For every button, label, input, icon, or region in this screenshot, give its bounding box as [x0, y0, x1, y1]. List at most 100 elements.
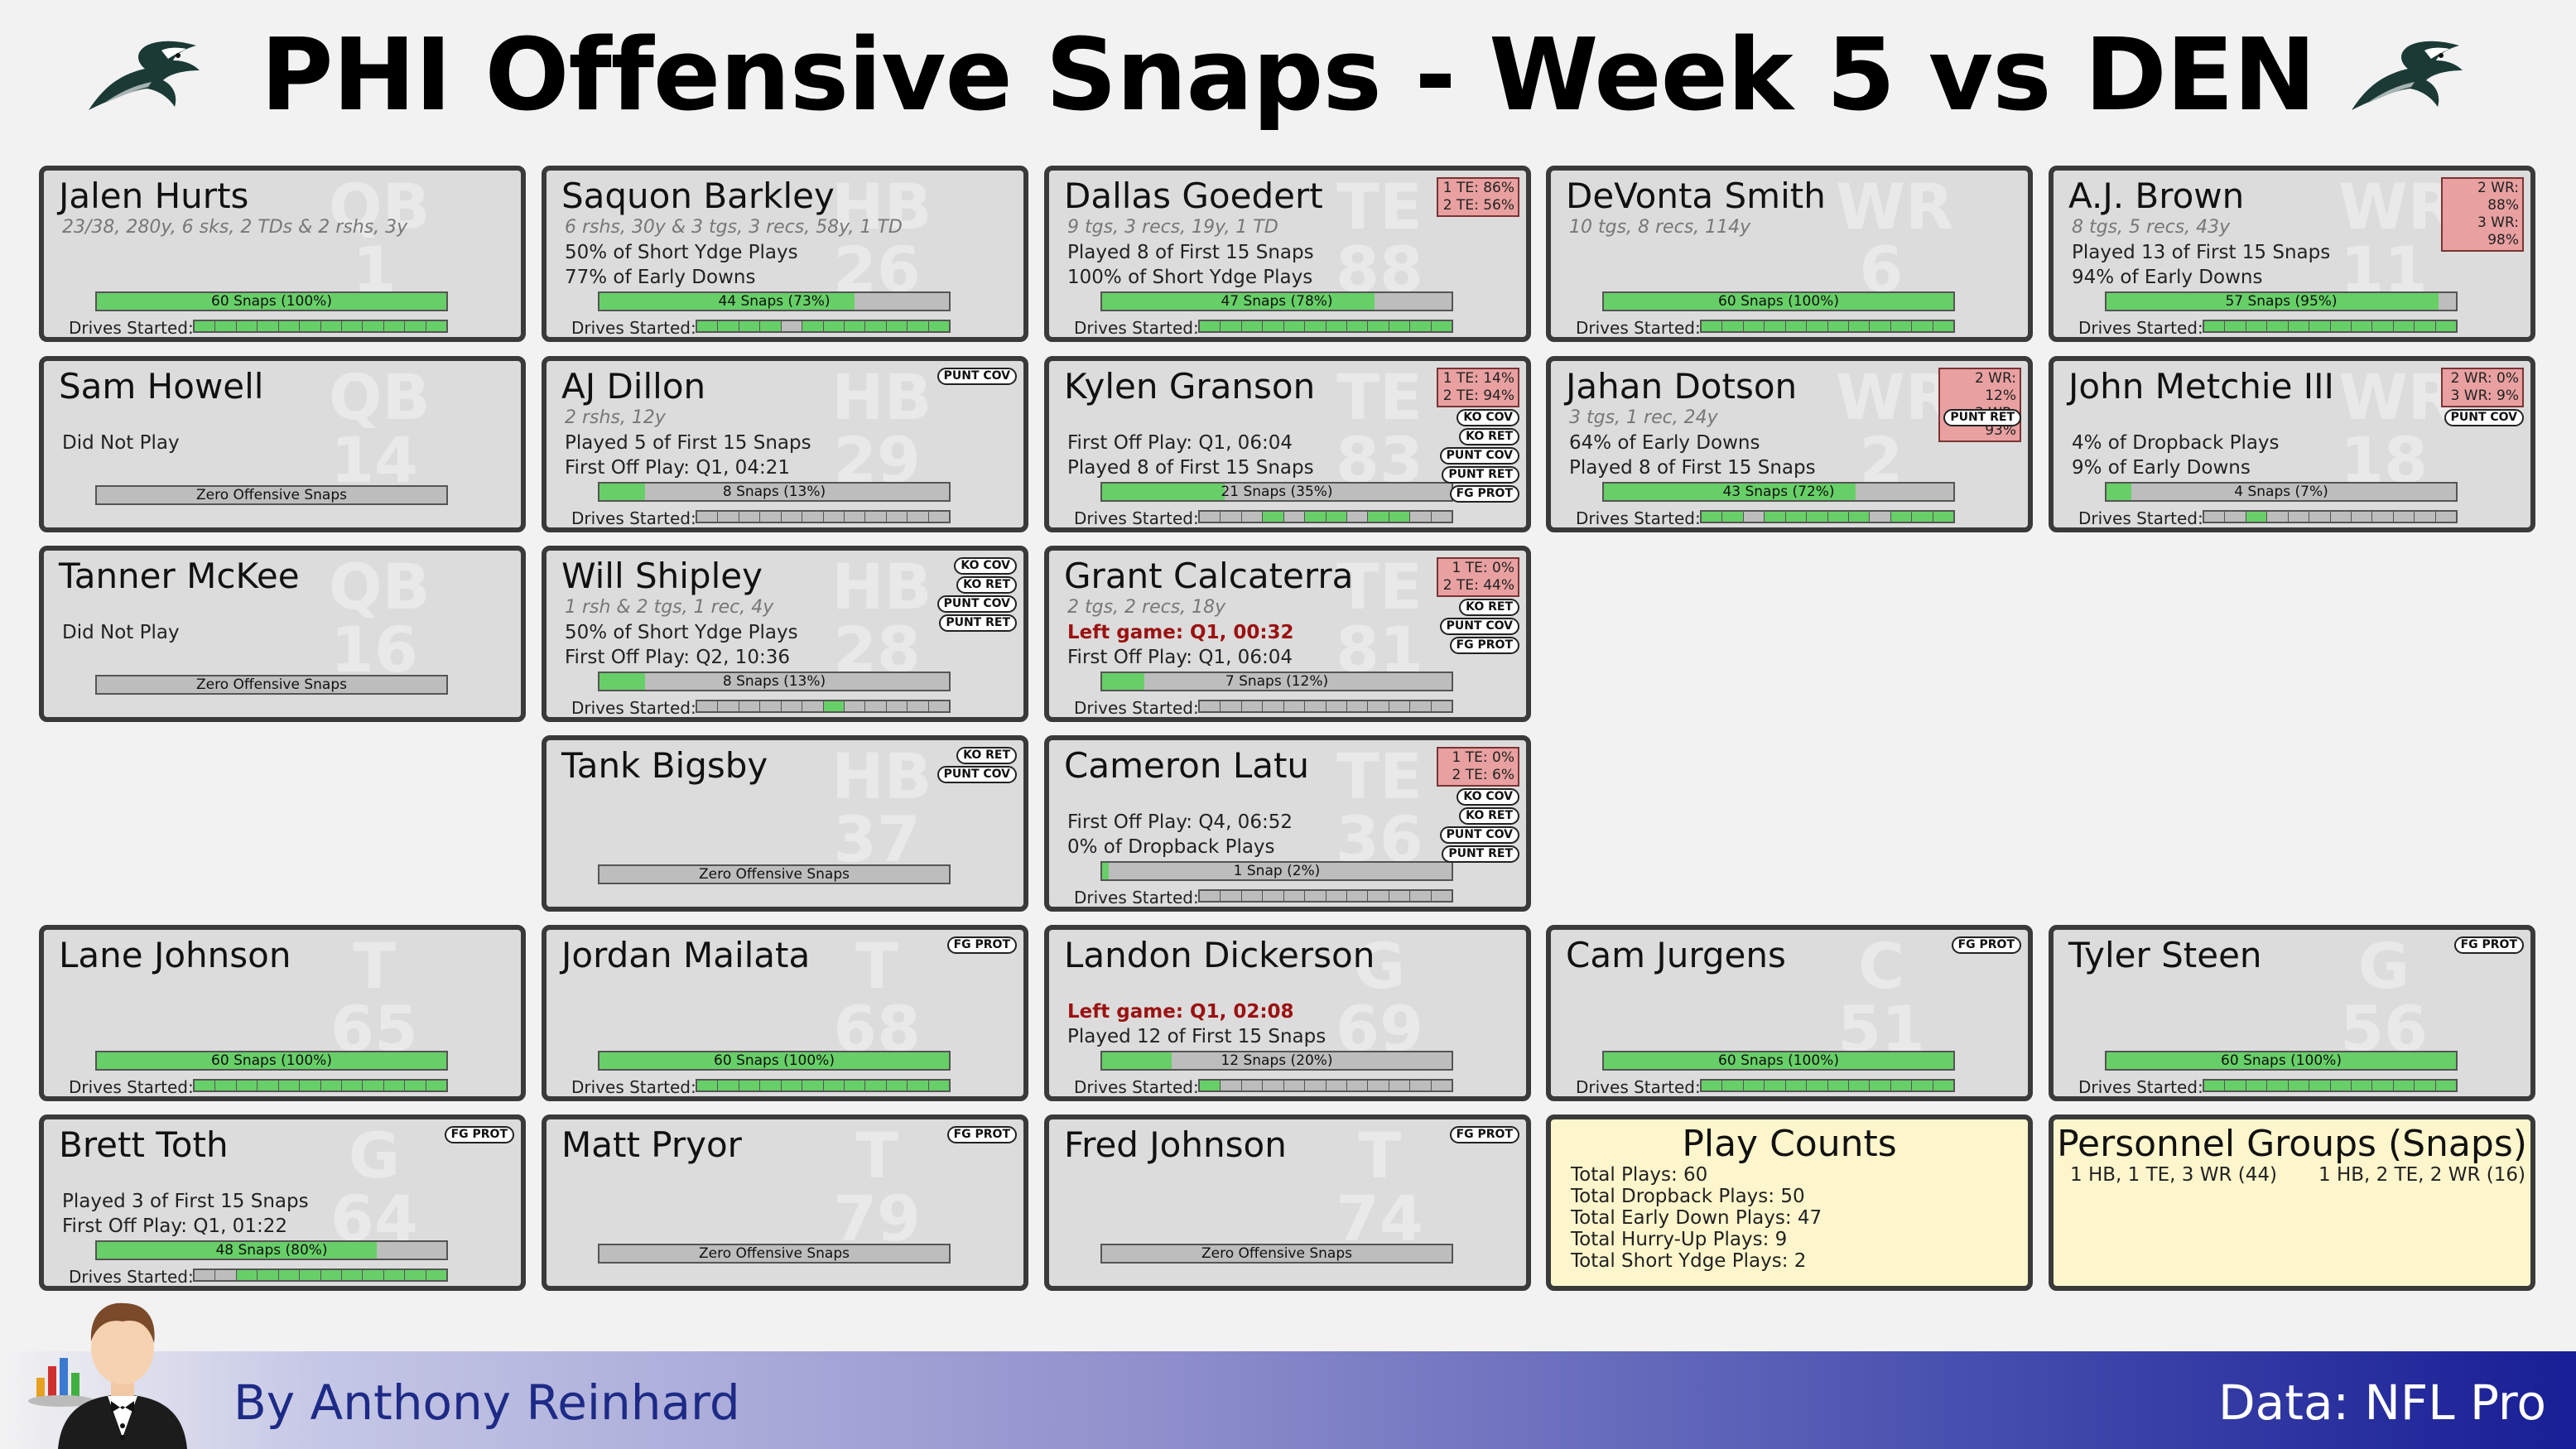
drive-box — [1410, 891, 1432, 901]
position-watermark: HB 29 — [831, 366, 932, 492]
drives-started-track — [1700, 1079, 1955, 1092]
personnel-pct: 2 TE: 44% — [1442, 577, 1514, 594]
jersey-number: 88 — [1336, 233, 1423, 306]
drive-box — [1410, 701, 1432, 711]
player-card: T 68 Jordan Mailata 60 Snaps (100%) Drives S… — [542, 925, 1028, 1101]
drive-box — [1346, 1081, 1369, 1090]
drive-box — [718, 1081, 739, 1090]
snap-bar: 48 Snaps (80%) — [95, 1240, 448, 1260]
drive-box — [781, 701, 803, 711]
player-name: Cam Jurgens — [1566, 935, 1786, 975]
jersey-number: 68 — [833, 992, 921, 1066]
drive-box — [1765, 1081, 1786, 1090]
personnel-pct: 3 WR: 9% — [2450, 388, 2519, 404]
drive-box — [1389, 1081, 1411, 1090]
snap-bar: 21 Snaps (35%) — [1100, 482, 1453, 502]
drives-started-track — [1198, 1079, 1453, 1092]
player-note: 50% of Short Ydge Plays — [565, 242, 798, 263]
drive-box — [1890, 321, 1913, 331]
drive-box — [886, 1081, 908, 1090]
special-teams-tag: PUNT RET — [1442, 845, 1519, 863]
player-card: TE 81 Grant Calcaterra 2 tgs, 2 recs, 18y Le… — [1044, 546, 1531, 722]
drive-box — [1326, 512, 1347, 522]
drive-box — [1221, 512, 1242, 522]
drive-box — [320, 1270, 342, 1280]
snap-bar-label: Zero Offensive Snaps — [699, 1245, 850, 1262]
drive-box — [1912, 512, 1933, 522]
player-card: G 64 Brett Toth Played 3 of First 15 Snaps F… — [39, 1114, 526, 1291]
personnel-pct: 1 TE: 0% — [1452, 749, 1514, 766]
drives-started-label: Drives Started: — [1074, 508, 1199, 528]
drive-box — [2204, 321, 2226, 331]
position-watermark: T 74 — [1334, 1124, 1425, 1250]
drive-box — [697, 1081, 719, 1090]
drive-box — [1221, 321, 1242, 331]
drive-box — [844, 701, 866, 711]
drive-box — [2330, 321, 2352, 331]
drives-started-track — [696, 700, 951, 713]
snap-bar-fill — [97, 1242, 377, 1259]
drive-box — [1807, 1081, 1828, 1090]
drive-box — [1389, 512, 1411, 522]
drive-box — [1241, 701, 1264, 711]
drive-box — [1827, 321, 1849, 331]
player-card: WR 2 Jahan Dotson 3 tgs, 1 rec, 24y 64% of E… — [1546, 356, 2033, 532]
snap-bar-fill — [599, 1052, 949, 1069]
drive-box — [928, 701, 950, 711]
drive-box — [258, 321, 279, 331]
drive-box — [383, 321, 406, 331]
personnel-pct: 2 WR: 88% — [2477, 180, 2519, 214]
snap-bar: 57 Snaps (95%) — [2105, 291, 2458, 311]
drive-box — [363, 1270, 384, 1280]
drive-box — [1241, 321, 1264, 331]
position-watermark: TE 36 — [1334, 745, 1425, 871]
jersey-number: 79 — [833, 1182, 921, 1255]
drive-box — [739, 321, 761, 331]
drives-started-track — [696, 1079, 951, 1092]
drives-started-label: Drives Started: — [2078, 508, 2203, 528]
player-stat-line: 3 tgs, 1 rec, 24y — [1569, 407, 1718, 428]
snap-bar: Zero Offensive Snaps — [95, 485, 448, 505]
position-watermark: T 65 — [329, 935, 420, 1061]
play-counts-panel: Play Counts Total Plays: 60 Total Dropba… — [1546, 1114, 2033, 1291]
drive-box — [823, 701, 845, 711]
player-note: First Off Play: Q1, 04:21 — [565, 457, 790, 479]
drive-box — [1263, 321, 1284, 331]
position-label: HB — [831, 550, 932, 623]
drive-box — [1722, 512, 1744, 522]
drive-box — [1346, 321, 1369, 331]
drives-started-track — [1198, 320, 1453, 333]
position-label: QB — [329, 170, 431, 243]
snap-bar-label: 7 Snaps (12%) — [1225, 673, 1329, 690]
player-note: 100% of Short Ydge Plays — [1067, 267, 1313, 288]
snap-bar-label: 21 Snaps (35%) — [1221, 484, 1333, 500]
drives-started-label: Drives Started: — [2078, 1077, 2203, 1097]
snap-bar: 60 Snaps (100%) — [2105, 1051, 2458, 1071]
jersey-number: 14 — [330, 423, 418, 497]
drive-box — [426, 1081, 447, 1090]
player-name: Dallas Goedert — [1064, 176, 1323, 216]
special-teams-tag: FG PROT — [444, 1126, 514, 1143]
jersey-number: 16 — [330, 613, 418, 686]
drives-started-track — [1700, 320, 1955, 333]
drive-box — [844, 321, 866, 331]
snap-bar-label: 60 Snaps (100%) — [211, 293, 332, 310]
drive-box — [1827, 1081, 1849, 1090]
drives-started-track — [1198, 889, 1453, 903]
drive-box — [2393, 1081, 2415, 1090]
player-card: TE 88 Dallas Goedert 9 tgs, 3 recs, 19y, 1 … — [1044, 166, 1531, 342]
special-teams-tag: PUNT RET — [1943, 409, 2021, 426]
drive-box — [1431, 891, 1452, 901]
drives-started-track — [2203, 1079, 2458, 1092]
jersey-number: 26 — [833, 233, 921, 306]
drives-started-label: Drives Started: — [571, 1077, 696, 1097]
special-teams-tags: FG PROT — [946, 936, 1017, 954]
drive-box — [760, 512, 782, 522]
position-label: TE — [1336, 170, 1423, 243]
drive-box — [300, 1081, 321, 1090]
snap-bar-label: 60 Snaps (100%) — [1718, 1052, 1839, 1069]
player-note: Played 13 of First 15 Snaps — [2072, 242, 2331, 263]
snap-bar: Zero Offensive Snaps — [598, 1244, 951, 1264]
snap-bar-fill — [2107, 484, 2131, 500]
drive-box — [2393, 512, 2415, 522]
